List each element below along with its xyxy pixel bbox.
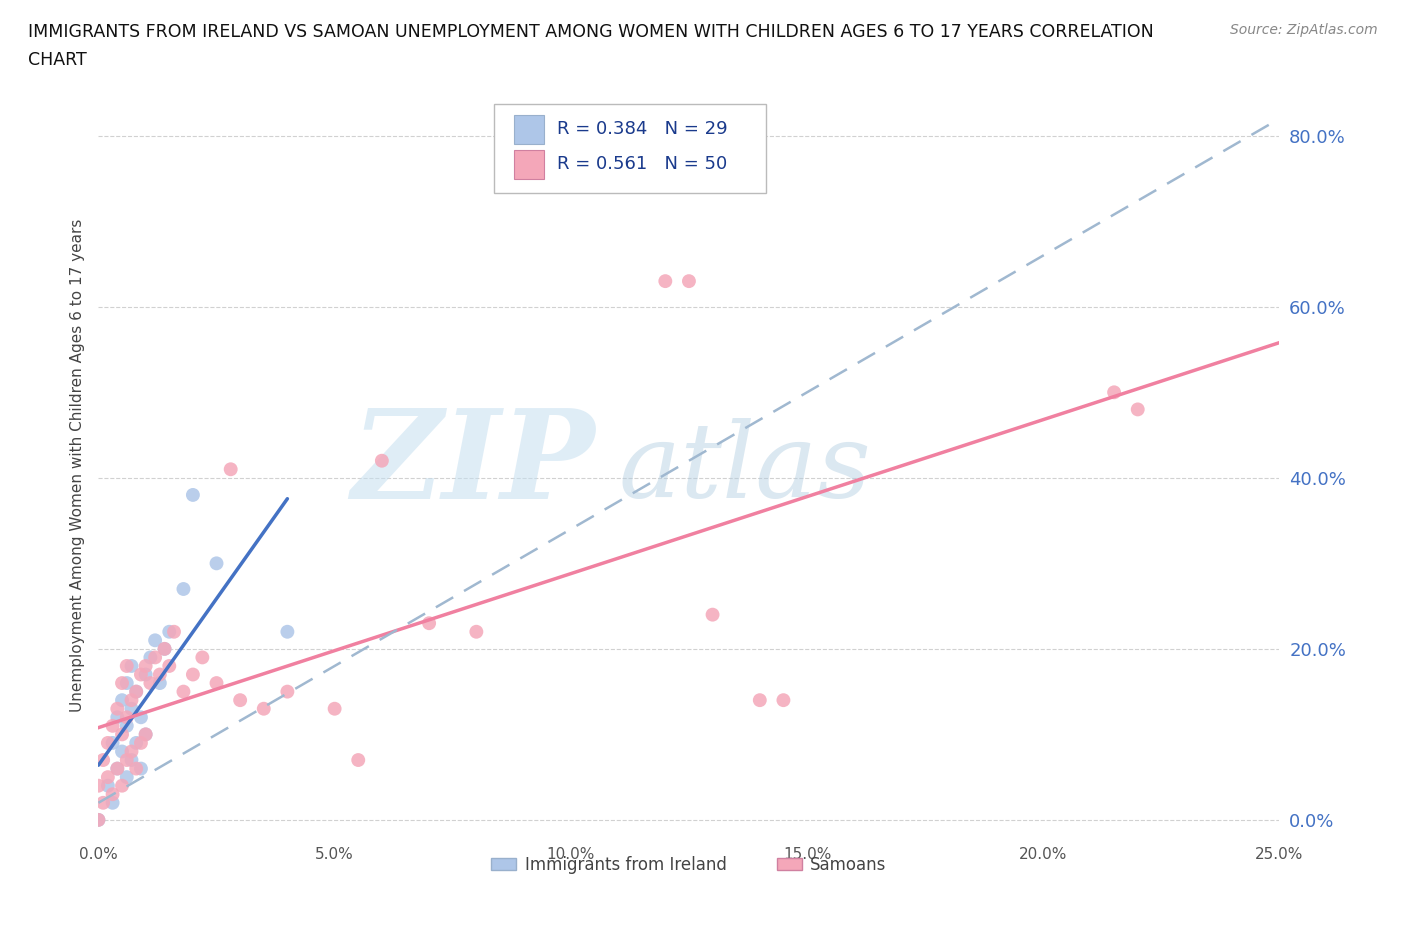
Point (276, 684, 298, 699)
Point (1126, 402, 1149, 417)
Point (371, 453, 394, 468)
Point (115, 675, 138, 690)
Point (105, 761, 128, 776)
Point (149, 675, 172, 690)
Point (125, 684, 148, 699)
Point (654, 273, 676, 288)
Point (125, 684, 148, 699)
Point (87, 813, 110, 828)
Point (101, 795, 124, 810)
Point (121, 752, 143, 767)
Point (97, 770, 120, 785)
Point (115, 710, 138, 724)
Point (121, 658, 143, 673)
Point (105, 710, 128, 724)
Point (143, 633, 166, 648)
Y-axis label: Unemployment Among Women with Children Ages 6 to 17 years: Unemployment Among Women with Children A… (69, 219, 84, 711)
Point (149, 667, 172, 682)
Point (115, 770, 138, 785)
Point (97, 778, 120, 793)
Point (181, 487, 204, 502)
Point (143, 650, 166, 665)
Point (702, 607, 724, 622)
Point (111, 744, 134, 759)
Point (181, 667, 204, 682)
Point (772, 693, 794, 708)
Point (115, 718, 138, 733)
Point (105, 761, 128, 776)
Point (91, 795, 114, 810)
Point (418, 616, 440, 631)
Text: Source: ZipAtlas.com: Source: ZipAtlas.com (1230, 23, 1378, 37)
Point (347, 752, 370, 767)
Point (105, 701, 128, 716)
Point (276, 624, 298, 639)
Point (135, 667, 157, 682)
Point (111, 778, 134, 793)
Point (205, 675, 228, 690)
Point (121, 744, 143, 759)
Point (87, 813, 110, 828)
Point (101, 736, 124, 751)
Point (163, 624, 186, 639)
Point (129, 667, 152, 682)
FancyBboxPatch shape (494, 104, 766, 193)
Point (135, 727, 157, 742)
Point (121, 693, 143, 708)
Point (139, 650, 162, 665)
Point (323, 701, 346, 716)
Point (125, 736, 148, 751)
Point (115, 658, 138, 673)
Point (139, 675, 162, 690)
Point (157, 658, 180, 673)
Legend: Immigrants from Ireland, Samoans: Immigrants from Ireland, Samoans (485, 849, 893, 881)
Point (129, 710, 152, 724)
Point (101, 718, 124, 733)
Point (111, 693, 134, 708)
Point (678, 273, 700, 288)
Point (91, 752, 114, 767)
Point (172, 684, 194, 699)
Text: R = 0.384   N = 29: R = 0.384 N = 29 (557, 121, 727, 139)
Point (111, 675, 134, 690)
Point (153, 642, 176, 657)
Point (229, 693, 252, 708)
Point (191, 650, 214, 665)
Point (465, 624, 488, 639)
Text: atlas: atlas (619, 418, 870, 520)
Point (97, 736, 120, 751)
Point (135, 727, 157, 742)
Point (157, 624, 180, 639)
Point (153, 642, 176, 657)
Point (101, 787, 124, 802)
Point (87, 778, 110, 793)
Point (111, 727, 134, 742)
Point (129, 736, 152, 751)
Point (135, 658, 157, 673)
Point (1102, 385, 1125, 400)
Text: R = 0.561   N = 50: R = 0.561 N = 50 (557, 155, 727, 173)
Point (219, 462, 242, 477)
FancyBboxPatch shape (515, 151, 544, 179)
Point (115, 752, 138, 767)
Point (205, 556, 228, 571)
Text: IMMIGRANTS FROM IRELAND VS SAMOAN UNEMPLOYMENT AMONG WOMEN WITH CHILDREN AGES 6 : IMMIGRANTS FROM IRELAND VS SAMOAN UNEMPL… (28, 23, 1154, 41)
FancyBboxPatch shape (515, 115, 544, 143)
Point (253, 701, 276, 716)
Point (121, 701, 143, 716)
Point (129, 761, 152, 776)
Point (125, 761, 148, 776)
Text: CHART: CHART (28, 51, 87, 69)
Point (172, 581, 194, 596)
Point (748, 693, 770, 708)
Text: ZIP: ZIP (350, 405, 595, 525)
